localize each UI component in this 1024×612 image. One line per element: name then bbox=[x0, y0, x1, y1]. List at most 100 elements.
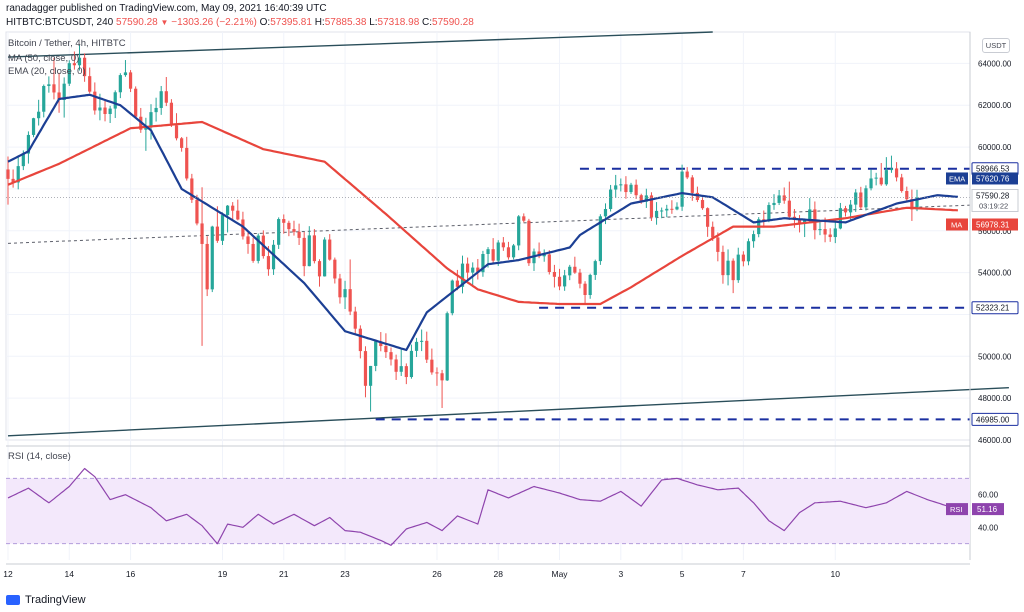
candle-body bbox=[220, 215, 225, 241]
candle-body bbox=[312, 235, 317, 262]
price-change: −1303.26 (−2.21%) bbox=[171, 17, 257, 28]
publisher-line: ranadagger published on TradingView.com,… bbox=[6, 3, 327, 14]
candle-body bbox=[624, 184, 628, 193]
candle-body bbox=[772, 202, 776, 206]
candle-body bbox=[154, 107, 158, 113]
candle-body bbox=[481, 253, 485, 273]
candle-body bbox=[889, 168, 894, 171]
candle-body bbox=[164, 91, 168, 103]
price-tick-label: 48000.00 bbox=[978, 394, 1012, 403]
candle-body bbox=[649, 195, 654, 218]
candle-body bbox=[103, 107, 107, 115]
candle-body bbox=[598, 216, 602, 262]
candle-body bbox=[420, 340, 424, 342]
candle-body bbox=[83, 57, 87, 77]
candle-body bbox=[665, 208, 669, 211]
candle-body bbox=[430, 359, 434, 373]
ema-20-line bbox=[7, 93, 958, 352]
candle-body bbox=[711, 226, 715, 238]
candle-body bbox=[399, 366, 403, 372]
level-label: 58966.53 bbox=[976, 165, 1010, 174]
candle-body bbox=[389, 352, 393, 360]
candle-body bbox=[910, 199, 914, 210]
ma-50-line bbox=[7, 120, 958, 306]
candle-body bbox=[88, 76, 92, 92]
candle-body bbox=[113, 92, 117, 109]
legend-ema[interactable]: EMA (20, close, 0) bbox=[8, 66, 86, 77]
candle-body bbox=[409, 350, 414, 378]
level-label: 52323.21 bbox=[976, 304, 1010, 313]
candle-body bbox=[731, 260, 735, 281]
candle-body bbox=[517, 216, 521, 246]
ma-value: 56978.31 bbox=[976, 220, 1010, 229]
candle-body bbox=[379, 341, 383, 347]
down-arrow-icon: ▼ bbox=[160, 18, 169, 27]
candle-body bbox=[404, 366, 408, 378]
candle-body bbox=[118, 75, 122, 93]
candle-body bbox=[450, 280, 454, 314]
header-bar: ranadagger published on TradingView.com,… bbox=[0, 0, 1024, 34]
candle-body bbox=[302, 237, 306, 267]
legend-rsi[interactable]: RSI (14, close) bbox=[8, 451, 71, 462]
price-tick-label: 60000.00 bbox=[978, 143, 1012, 152]
candle-body bbox=[608, 189, 613, 210]
candle-body bbox=[195, 199, 199, 224]
price-tick-label: 62000.00 bbox=[978, 101, 1012, 110]
candle-body bbox=[180, 138, 184, 148]
candle-body bbox=[746, 241, 751, 262]
rsi-line bbox=[7, 467, 959, 546]
candle-body bbox=[859, 192, 863, 208]
tradingview-brand[interactable]: TradingView bbox=[6, 592, 86, 608]
candle-body bbox=[849, 204, 853, 213]
time-tick-label: 28 bbox=[494, 569, 504, 579]
level-label-box bbox=[971, 301, 1019, 315]
candle-body bbox=[767, 205, 771, 221]
candle-body bbox=[425, 340, 429, 360]
candle-body bbox=[588, 274, 592, 296]
candle-body bbox=[297, 231, 301, 238]
candle-body bbox=[134, 88, 138, 117]
candle-body bbox=[57, 92, 61, 100]
candle-body bbox=[629, 184, 633, 193]
candle-body bbox=[52, 84, 56, 93]
legend-ma[interactable]: MA (50, close, 0) bbox=[8, 53, 80, 64]
last-price-value: 57590.28 bbox=[976, 192, 1010, 201]
candle-body bbox=[123, 72, 128, 76]
ema-tag bbox=[946, 172, 968, 185]
candle-body bbox=[680, 171, 684, 207]
candle-body bbox=[159, 91, 163, 108]
candle-body bbox=[542, 254, 546, 257]
candle-body bbox=[200, 223, 204, 244]
time-tick-label: 23 bbox=[340, 569, 350, 579]
high-label: H: bbox=[314, 17, 325, 28]
candle-body bbox=[879, 177, 883, 185]
candle-body bbox=[511, 245, 516, 258]
time-tick-label: 3 bbox=[618, 569, 623, 579]
candle-body bbox=[328, 239, 332, 260]
candle-body bbox=[37, 111, 41, 119]
candle-body bbox=[736, 254, 740, 281]
candle-body bbox=[777, 195, 781, 203]
time-tick-label: 5 bbox=[680, 569, 685, 579]
candle-body bbox=[716, 237, 720, 252]
candle-body bbox=[256, 235, 260, 261]
candle-body bbox=[26, 134, 31, 154]
candle-body bbox=[466, 263, 470, 273]
candle-body bbox=[317, 261, 322, 277]
candle-body bbox=[185, 147, 189, 179]
candle-body bbox=[552, 271, 557, 277]
candle-body bbox=[394, 359, 398, 372]
mid-trendline bbox=[7, 203, 1009, 244]
candle-body bbox=[108, 108, 112, 115]
candle-body bbox=[614, 185, 618, 190]
candle-body bbox=[368, 365, 373, 386]
symbol-label[interactable]: HITBTC:BTCUSDT, 240 bbox=[6, 17, 114, 28]
high-value: 57885.38 bbox=[324, 17, 367, 28]
candle-body bbox=[174, 125, 179, 139]
candle-body bbox=[905, 191, 909, 200]
candle-body bbox=[894, 168, 899, 178]
candle-body bbox=[271, 244, 276, 270]
candle-body bbox=[435, 372, 439, 374]
currency-button[interactable]: USDT bbox=[982, 38, 1010, 53]
